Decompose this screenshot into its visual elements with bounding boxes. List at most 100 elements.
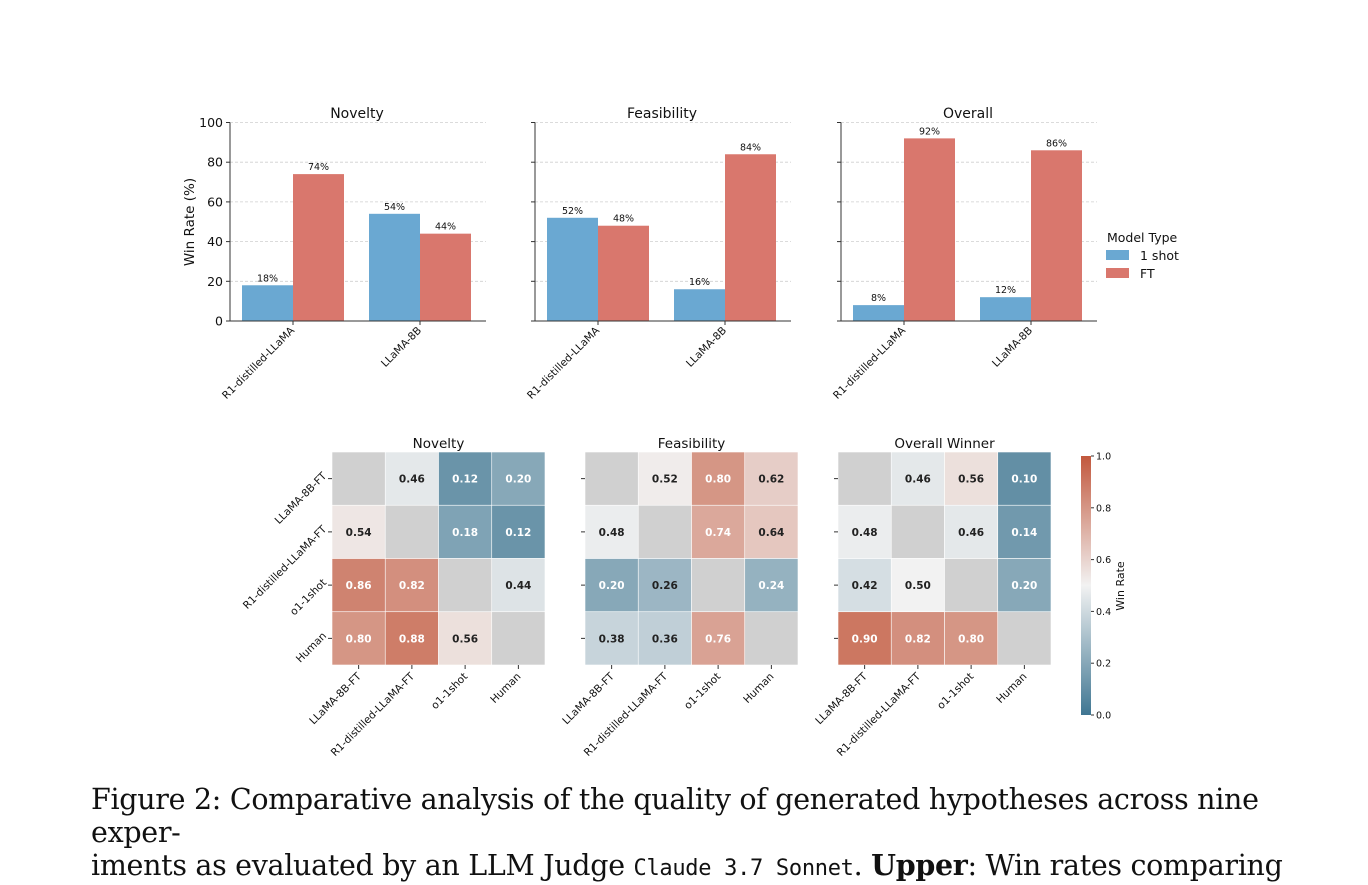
x-tick-label: R1-distilled-LLaMA (525, 324, 603, 402)
colorbar-tick-label: 0.8 (1096, 503, 1111, 514)
bar (547, 217, 598, 321)
heatmap-cell (384, 504, 439, 559)
col-label: Human (741, 671, 776, 706)
heatmap-cell-label: 0.82 (399, 580, 425, 592)
bar-data-label: 12% (995, 285, 1016, 296)
heatmap-cell (744, 451, 799, 506)
heatmap-cell-label: 0.36 (652, 633, 678, 645)
heatmap-cell (691, 558, 746, 613)
heatmap-cell-label: 0.88 (399, 633, 425, 645)
bar-data-label: 52% (562, 206, 583, 217)
heatmap-panel-3: 0.46 0.56 0.10 0.48 0.46 0.14 0.42 0.50 0.20 0.90… (813, 436, 1052, 759)
heatmap-cell (890, 504, 945, 559)
heatmap-cell-label: 0.56 (958, 474, 984, 486)
heatmap-cell (890, 451, 945, 506)
heatmap-cell-label: 0.46 (905, 474, 931, 486)
bar (420, 233, 471, 321)
heatmap-title: Feasibility (658, 436, 726, 452)
figure-caption: Figure 2: Comparative analysis of the qu… (91, 783, 1283, 882)
col-label: LLaMA-8B-FT (813, 670, 870, 727)
bar (293, 174, 344, 321)
bar-panel-2: 52% 48% R1-distilled-LLaMA 16% 84% LLaMA-8B Fe… (525, 106, 791, 402)
figure-canvas: 18% 74% R1-distilled-LLaMA 54% 44% LLaMA-8B No… (182, 106, 1179, 759)
heatmap-cell-label: 0.26 (652, 580, 678, 592)
heatmap-cell-label: 0.52 (652, 474, 678, 486)
col-label: o1-1shot (682, 671, 723, 712)
bar-data-label: 16% (689, 277, 710, 288)
heatmap-cell (691, 504, 746, 559)
heatmap-title: Novelty (413, 436, 465, 452)
bar (853, 305, 904, 321)
caption-bold: Upper (871, 848, 968, 882)
heatmaps: 0.46 0.12 0.20 0.54 0.18 0.12 0.86 0.82 0.44 0.80… (241, 436, 1052, 759)
heatmap-cell (744, 558, 799, 613)
y-tick-label: 60 (207, 194, 223, 209)
heatmap-cell-label: 0.24 (758, 580, 784, 592)
row-label: LLaMA-8B-FT (273, 470, 330, 527)
heatmap-title: Overall Winner (894, 436, 995, 452)
bar-charts: 18% 74% R1-distilled-LLaMA 54% 44% LLaMA-8B No… (182, 106, 1097, 402)
heatmap-cell (944, 504, 999, 559)
row-label: o1-1shot (288, 577, 329, 618)
heatmap-cell (438, 611, 493, 666)
heatmap-cell-label: 0.12 (452, 474, 478, 486)
heatmap-cell (637, 451, 692, 506)
y-tick-label: 0 (215, 314, 223, 329)
heatmap-cell-label: 0.20 (599, 580, 625, 592)
heatmap-cell (637, 558, 692, 613)
heatmap-cell-label: 0.86 (346, 580, 372, 592)
caption-line2-start: iments as evaluated by an LLM Judge (91, 849, 625, 882)
bar-data-label: 8% (871, 293, 886, 304)
heatmap-cell-label: 0.12 (505, 527, 531, 539)
heatmap-cell (438, 558, 493, 613)
bar-panel-3: 8% 92% R1-distilled-LLaMA 12% 86% LLaMA-8B Ove… (831, 106, 1097, 402)
heatmap-cell-label: 0.80 (346, 633, 372, 645)
x-tick-label: R1-distilled-LLaMA (831, 324, 909, 402)
heatmap-cell (584, 504, 639, 559)
heatmap-cell-label: 0.80 (705, 474, 731, 486)
heatmap-cell (491, 611, 546, 666)
heatmap-panel-2: 0.52 0.80 0.62 0.48 0.74 0.64 0.20 0.26 0.24 0.38… (560, 436, 799, 759)
bar-data-label: 84% (740, 142, 761, 153)
heatmap-cell-label: 0.20 (1011, 580, 1037, 592)
heatmap-cell-label: 0.42 (852, 580, 878, 592)
bar-data-label: 74% (308, 162, 329, 173)
bar-data-label: 54% (384, 202, 405, 213)
colorbar-tick-label: 0.2 (1096, 659, 1111, 670)
colorbar-tick-label: 1.0 (1096, 452, 1111, 463)
heatmap-cell-label: 0.38 (599, 633, 625, 645)
heatmap-cell (691, 451, 746, 506)
heatmap-cell-label: 0.20 (505, 474, 531, 486)
heatmap-cell-label: 0.48 (852, 527, 878, 539)
colorbar-bar (1081, 456, 1091, 715)
x-tick-label: R1-distilled-LLaMA (220, 324, 298, 402)
heatmap-cell (691, 611, 746, 666)
legend-swatch-1shot (1106, 250, 1129, 260)
heatmap-cell (744, 504, 799, 559)
bar-data-label: 44% (435, 222, 456, 233)
bar-data-label: 18% (257, 273, 278, 284)
heatmap-cell-label: 0.48 (599, 527, 625, 539)
heatmap-cell (944, 611, 999, 666)
heatmap-cell (491, 451, 546, 506)
bar (904, 138, 955, 321)
heatmap-cell-label: 0.46 (399, 474, 425, 486)
heatmap-cell-label: 0.18 (452, 527, 478, 539)
heatmap-cell (491, 558, 546, 613)
heatmap-cell-label: 0.46 (958, 527, 984, 539)
heatmap-cell-label: 0.80 (958, 633, 984, 645)
y-axis-label: Win Rate (%) (182, 178, 198, 266)
panel-title: Feasibility (627, 106, 697, 122)
heatmap-cell-label: 0.56 (452, 633, 478, 645)
heatmap-cell-label: 0.82 (905, 633, 931, 645)
heatmap-cell (637, 504, 692, 559)
heatmap-cell-label: 0.10 (1011, 474, 1037, 486)
caption-line1: Comparative analysis of the quality of g… (91, 783, 1259, 849)
legend-swatch-ft (1106, 268, 1129, 278)
heatmap-cell (944, 451, 999, 506)
col-label: o1-1shot (935, 671, 976, 712)
y-tick-label: 20 (207, 274, 223, 289)
bar (980, 297, 1031, 321)
heatmap-cell-label: 0.74 (705, 527, 731, 539)
legend-entry-ft: FT (1140, 266, 1155, 281)
